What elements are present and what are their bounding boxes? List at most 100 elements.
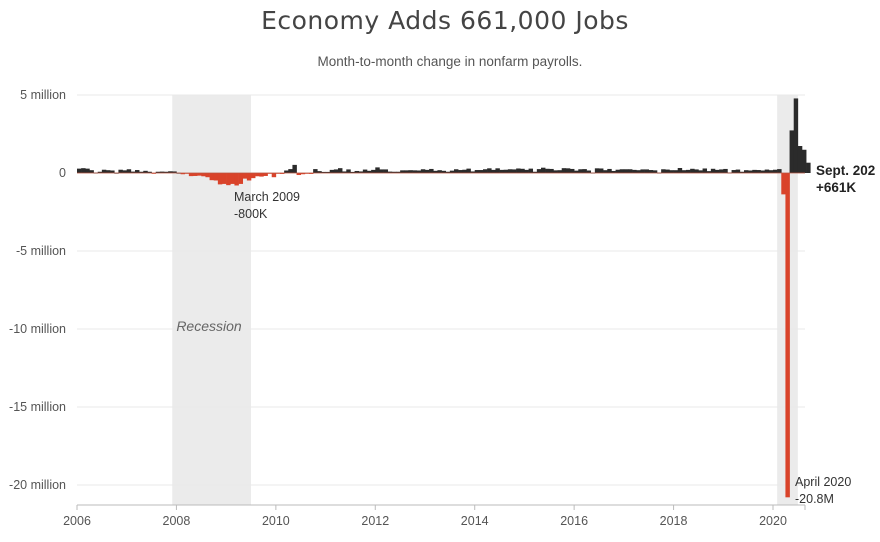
bar [698,170,703,173]
bar [309,173,314,174]
y-axis: 5 million 0 -5 million -10 million -15 milli… [9,88,66,492]
bar [466,168,471,173]
bar [396,171,401,173]
bar [143,170,148,173]
bar [628,169,633,173]
x-tick-label: 2010 [262,514,290,528]
bar [487,168,492,173]
bar [333,169,339,173]
bar [706,171,712,173]
bar [193,173,198,176]
bar [354,170,360,173]
chart-subtitle: Month-to-month change in nonfarm payroll… [317,54,583,69]
bar [391,171,397,173]
bar [213,173,219,181]
bar [222,173,227,184]
bar [346,169,351,173]
april-2020-annotation-value: -20.8M [795,492,834,506]
bar [607,168,612,173]
march-2009-annotation-value: -800K [234,207,268,221]
bar [462,169,467,173]
bar [251,173,256,179]
bar [731,170,737,173]
bar [677,168,683,173]
x-tick-label: 2012 [361,514,389,528]
bar [429,168,434,173]
bar [130,171,136,173]
sept-2020-annotation-value: +661K [816,180,856,195]
x-tick-label: 2008 [163,514,191,528]
bar [449,170,455,173]
bar [478,170,484,173]
y-tick-label: -10 million [9,322,66,336]
bar [329,169,335,173]
bar [412,170,418,173]
bar [118,169,123,173]
bar [636,170,641,173]
bar [611,170,616,173]
bars [77,98,811,498]
bar [739,171,745,173]
bar [441,170,447,173]
bar [317,171,322,173]
x-tick-label: 2018 [660,514,688,528]
bar [735,169,741,173]
bar [524,169,529,173]
bar [89,170,94,173]
bar [234,173,239,186]
bar [458,170,463,173]
bar [263,173,268,176]
x-tick-label: 2016 [560,514,588,528]
bar [321,171,326,173]
bar [752,169,757,173]
bar [793,98,799,173]
bar [715,169,720,173]
bar [81,168,86,173]
bar [122,170,128,173]
y-tick-label: 0 [59,166,66,180]
bar [147,171,152,173]
bar [106,170,111,173]
bar [209,173,215,181]
recession-shade [172,95,251,505]
bar [362,169,368,173]
bar [126,169,132,173]
bar [416,170,422,173]
y-tick-label: -15 million [9,400,66,414]
bar [785,173,790,498]
bar [474,170,480,173]
bar [673,170,679,173]
bar [280,173,285,174]
bar [445,171,451,173]
march-2009-annotation-date: March 2009 [234,190,300,204]
bar [197,173,202,176]
bar [230,173,235,184]
bar [375,167,380,173]
bar [168,171,173,173]
bar [358,171,364,173]
bar [644,169,650,173]
bar [217,173,223,185]
bar [806,162,811,173]
x-tick-label: 2006 [63,514,91,528]
bar [387,171,393,173]
bar [205,173,210,178]
bar [773,169,778,173]
bar [640,169,645,173]
bar [764,169,770,173]
bar [652,170,658,173]
bar [491,169,496,173]
bar [681,170,687,173]
bar [284,170,289,173]
bar [367,170,372,173]
bar [383,169,389,173]
bar [574,170,579,173]
bar [242,173,248,179]
bar [669,170,674,173]
bar [710,168,716,173]
bar [665,169,670,173]
bar [686,169,691,173]
bar [797,146,803,173]
bar [557,170,563,173]
bar [632,169,637,173]
